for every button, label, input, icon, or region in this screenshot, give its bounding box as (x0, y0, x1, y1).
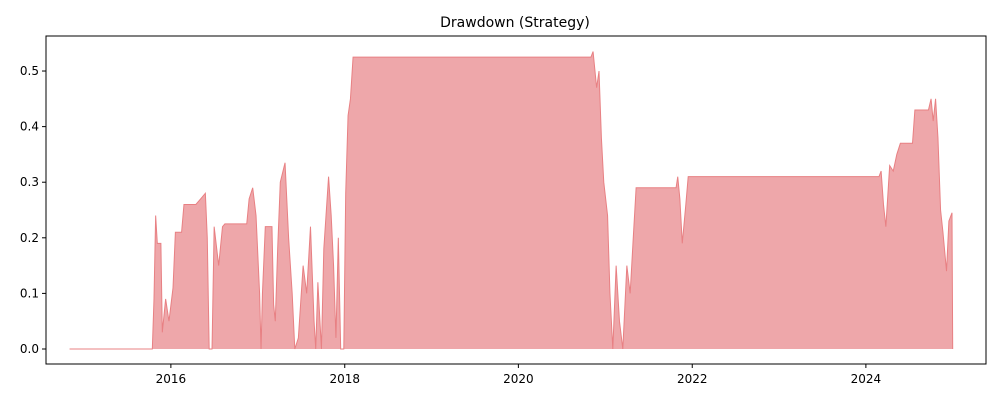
x-tick-label-2018: 2018 (329, 372, 360, 386)
plot-area (69, 51, 954, 350)
axes-frame (45, 35, 987, 365)
y-axis: 0.0 0.1 0.2 0.3 0.4 0.5 (20, 64, 46, 356)
y-tick-label-0.0: 0.0 (20, 342, 39, 356)
x-tick-label-2016: 2016 (156, 372, 187, 386)
y-tick-label-0.3: 0.3 (20, 175, 39, 189)
y-tick-label-0.5: 0.5 (20, 64, 39, 78)
drawdown-area-0 (69, 51, 953, 349)
drawdown-line-0 (69, 51, 954, 350)
y-tick-label-0.2: 0.2 (20, 231, 39, 245)
y-tick-label-0.1: 0.1 (20, 286, 39, 300)
y-tick-label-0.4: 0.4 (20, 120, 39, 134)
x-axis: 2016 2018 2020 2022 2024 (156, 364, 882, 386)
chart-title: Drawdown (Strategy) (440, 15, 590, 31)
x-tick-label-2024: 2024 (851, 372, 882, 386)
x-tick-label-2020: 2020 (503, 372, 534, 386)
x-tick-label-2022: 2022 (677, 372, 708, 386)
